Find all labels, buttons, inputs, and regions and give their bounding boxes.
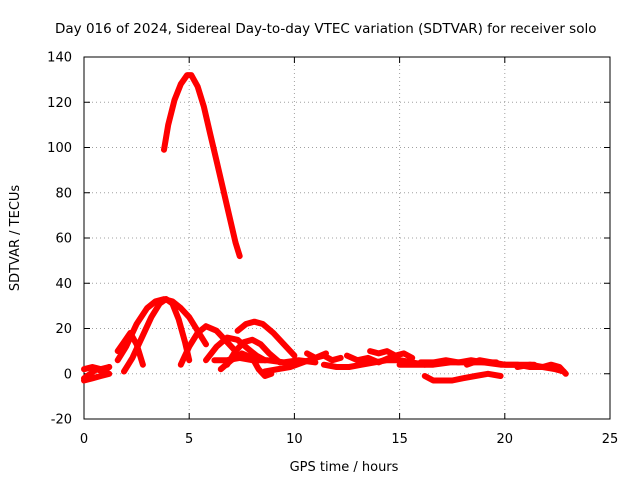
series-pass-23 xyxy=(514,361,569,377)
series-pass-5 xyxy=(81,364,113,373)
series-pass-8 xyxy=(177,323,239,368)
series-pass-13 xyxy=(217,350,275,379)
series-pass-2 xyxy=(114,296,209,364)
series-pass-21 xyxy=(421,370,504,384)
y-tick-label: 140 xyxy=(47,51,72,66)
x-axis-label: GPS time / hours xyxy=(290,460,399,475)
series-pass-9 xyxy=(203,334,268,364)
series-pass-18 xyxy=(367,348,416,361)
series-pass-15 xyxy=(304,350,344,364)
y-tick-label: 0 xyxy=(64,367,72,382)
y-tick-label: 40 xyxy=(55,277,72,292)
x-tick-label: 5 xyxy=(185,432,193,447)
series-pass-10 xyxy=(234,318,298,359)
series-layer xyxy=(81,72,569,384)
x-tick-label: 20 xyxy=(497,432,514,447)
axis-ticks: 0 5 10 15 20 25 -20 0 20 40 60 80 100 120 140 xyxy=(47,51,618,448)
y-tick-label: -20 xyxy=(51,413,72,428)
y-tick-label: 60 xyxy=(55,232,72,247)
x-tick-label: 0 xyxy=(80,432,88,447)
x-tick-label: 25 xyxy=(602,432,619,447)
y-tick-label: 100 xyxy=(47,141,72,156)
x-tick-label: 15 xyxy=(391,432,408,447)
series-pass-1 xyxy=(161,72,243,260)
y-axis-label: SDTVAR / TECUs xyxy=(8,185,23,292)
series-pass-12 xyxy=(224,336,283,368)
grid xyxy=(84,57,610,419)
y-tick-label: 80 xyxy=(55,186,72,201)
series-pass-7 xyxy=(114,330,146,368)
series-pass-6 xyxy=(81,370,113,384)
y-tick-label: 20 xyxy=(55,322,72,337)
chart-title: Day 016 of 2024, Sidereal Day-to-day VTE… xyxy=(55,21,596,37)
x-tick-label: 10 xyxy=(286,432,303,447)
y-tick-label: 120 xyxy=(47,96,72,111)
